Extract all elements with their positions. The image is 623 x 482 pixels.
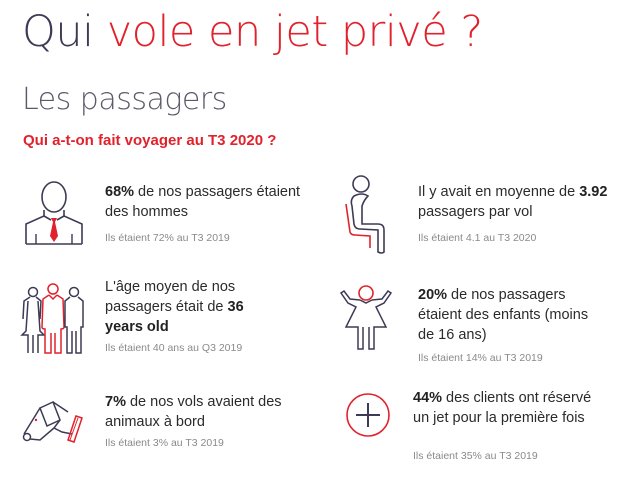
stat-children-text: 20% de nos passagers étaient des enfants…: [418, 285, 608, 345]
seated-person-icon: [340, 172, 390, 254]
stat-men-previous: Ils étaient 72% au T3 2019: [105, 232, 230, 244]
stat-passengers-previous: Ils étaient 4.1 au T3 2020: [418, 232, 537, 244]
stat-animals-description: de nos vols avaient des animaux à bord: [105, 394, 282, 430]
stat-passengers-prefix: Il y avait en moyenne de: [418, 184, 580, 200]
page-title: Qui vole en jet privé ?: [22, 4, 483, 60]
stat-animals-text: 7% de nos vols avaient des animaux à bor…: [105, 392, 285, 432]
stat-first-time-description: des clients ont réservé un jet pour la p…: [413, 390, 592, 426]
child-icon: [340, 283, 392, 351]
stat-age-prefix: L'âge moyen de nos passagers était de: [105, 279, 236, 315]
stat-animals-highlight: 7%: [105, 394, 126, 410]
stat-men-description: de nos passagers étaient des hommes: [105, 184, 301, 220]
stat-children-description: de nos passagers étaient des enfants (mo…: [418, 287, 589, 343]
title-part-1: Qui: [22, 7, 94, 57]
stat-animals-previous: Ils étaient 3% au T3 2019: [105, 437, 224, 449]
stat-passengers-suffix: passagers par vol: [418, 204, 533, 220]
stat-men-highlight: 68%: [105, 184, 135, 200]
businessman-icon: [22, 180, 86, 246]
stat-first-time-previous: Ils étaient 35% au T3 2019: [413, 450, 538, 462]
group-of-people-icon: [20, 283, 86, 355]
stat-children-previous: Ils étaient 14% au T3 2019: [418, 352, 543, 364]
plus-circle-icon: [345, 392, 391, 438]
stat-age-text: L'âge moyen de nos passagers était de 36…: [105, 277, 280, 337]
stat-first-time-highlight: 44%: [413, 390, 443, 406]
stat-age-highlight: 36 years old: [105, 299, 244, 335]
section-question: Qui a-t-on fait voyager au T3 2020 ?: [23, 132, 277, 149]
stat-passengers-text: Il y avait en moyenne de 3.92 passagers …: [418, 182, 618, 222]
title-part-2: vole en jet privé ?: [106, 7, 483, 57]
stat-passengers-highlight: 3.92: [579, 184, 608, 200]
dog-icon: [20, 398, 88, 448]
stat-age-previous: Ils étaient 40 ans au Q3 2019: [105, 342, 243, 354]
stat-men-text: 68% de nos passagers étaient des hommes: [105, 182, 305, 222]
stat-children-highlight: 20%: [418, 287, 448, 303]
section-subtitle: Les passagers: [22, 82, 227, 117]
stat-first-time-text: 44% des clients ont réservé un jet pour …: [413, 388, 598, 428]
